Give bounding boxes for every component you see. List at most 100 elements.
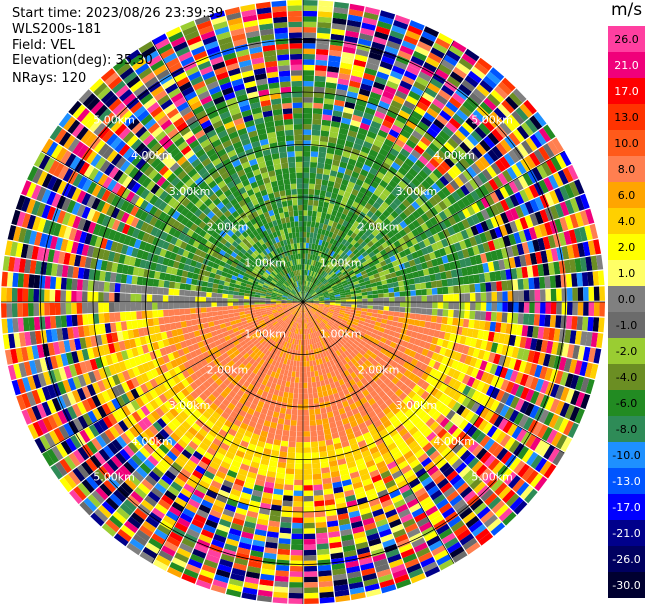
gate-cell [537, 424, 549, 439]
gate-cell [441, 316, 448, 325]
gate-cell [249, 438, 258, 446]
gate-cell [199, 367, 207, 375]
gate-cell [487, 93, 501, 107]
gate-cell [152, 358, 161, 368]
gate-cell [438, 393, 448, 403]
gate-cell [347, 360, 354, 368]
gate-cell [269, 364, 275, 371]
gate-cell [576, 316, 583, 331]
gate-cell [389, 446, 400, 456]
gate-cell [348, 282, 355, 287]
gate-cell [365, 247, 373, 255]
gate-cell [399, 229, 407, 237]
gate-cell [414, 283, 421, 290]
gate-cell [308, 398, 314, 405]
gate-cell [515, 385, 525, 398]
gate-cell [582, 346, 591, 362]
gate-cell [250, 550, 264, 558]
gate-cell [529, 363, 538, 377]
gate-cell [499, 121, 512, 135]
gate-cell [436, 338, 444, 347]
gate-cell [343, 145, 353, 154]
gate-cell [504, 454, 517, 468]
gate-cell [384, 479, 396, 489]
gate-cell [447, 398, 457, 410]
gate-cell [347, 210, 354, 218]
gate-cell [324, 378, 330, 386]
gate-cell [144, 495, 158, 508]
gate-cell [408, 90, 421, 101]
gate-cell [479, 232, 488, 243]
gate-cell [373, 175, 382, 185]
gate-cell [593, 348, 602, 364]
gate-cell [463, 154, 475, 166]
gate-cell [219, 374, 227, 383]
gate-cell [240, 317, 247, 322]
gate-cell [328, 262, 334, 269]
gate-cell [199, 442, 209, 452]
gate-cell [273, 348, 279, 355]
gate-cell [330, 552, 344, 560]
gate-cell [207, 337, 215, 344]
gate-cell [310, 309, 315, 314]
gate-cell [54, 461, 68, 477]
gate-cell [190, 372, 199, 382]
gate-cell [475, 199, 486, 211]
gate-cell [440, 323, 447, 332]
gate-cell [287, 303, 293, 306]
gate-cell [327, 354, 333, 361]
gate-cell [484, 230, 493, 242]
gate-cell [257, 336, 263, 342]
gate-cell [384, 45, 399, 55]
gate-cell [281, 334, 286, 341]
gate-cell [313, 97, 324, 104]
gate-cell [287, 319, 292, 325]
gate-cell [303, 134, 312, 141]
gate-cell [438, 247, 447, 257]
gate-cell [239, 328, 246, 334]
gate-cell [307, 287, 311, 293]
gate-cell [320, 346, 325, 353]
gate-cell [205, 554, 220, 564]
gate-cell [374, 157, 384, 167]
gate-cell [357, 254, 364, 261]
gate-cell [353, 241, 360, 249]
gate-cell [124, 429, 136, 442]
gate-cell [423, 26, 439, 38]
gate-cell [388, 311, 395, 316]
gate-cell [382, 343, 390, 351]
gate-cell [333, 288, 339, 292]
gate-cell [524, 155, 536, 169]
gate-cell [477, 329, 485, 340]
gate-cell [230, 522, 243, 532]
gate-cell [174, 315, 181, 323]
gate-cell [361, 288, 367, 293]
gate-cell [327, 249, 333, 256]
gate-cell [399, 383, 408, 392]
gate-cell [308, 299, 314, 302]
gate-cell [277, 319, 283, 324]
gate-cell [324, 338, 330, 344]
gate-cell [478, 122, 491, 136]
gate-cell [556, 288, 562, 301]
gate-cell [210, 480, 222, 490]
gate-cell [325, 82, 337, 89]
gate-cell [147, 360, 156, 370]
gate-cell [534, 439, 546, 454]
gate-cell [558, 418, 569, 434]
gate-cell [490, 311, 497, 322]
gate-cell [476, 84, 490, 97]
gate-cell [360, 241, 367, 248]
gate-cell [122, 417, 133, 429]
gate-cell [220, 390, 229, 399]
gate-cell [431, 336, 439, 345]
gate-cell [256, 440, 266, 448]
gate-cell [154, 447, 166, 459]
gate-cell [445, 101, 459, 113]
gate-cell [329, 296, 336, 300]
gate-cell [313, 320, 318, 326]
gate-cell [241, 592, 257, 601]
gate-cell [554, 203, 565, 218]
gate-cell [480, 488, 494, 502]
gate-cell [234, 367, 242, 375]
